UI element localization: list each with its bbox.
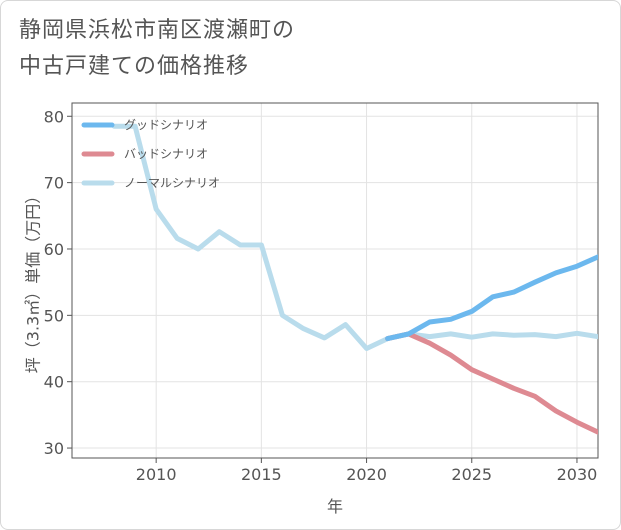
y-tick-label: 80	[44, 107, 64, 126]
legend-label: グッドシナリオ	[124, 118, 208, 132]
x-axis-label: 年	[327, 497, 343, 516]
series-line-0	[385, 254, 598, 342]
y-tick-label: 50	[44, 306, 64, 325]
y-tick-label: 40	[44, 373, 64, 392]
title-line-1: 静岡県浜松市南区渡瀬町の	[19, 18, 296, 43]
legend-label: バッドシナリオ	[124, 147, 208, 161]
page-title: 静岡県浜松市南区渡瀬町の 中古戸建ての価格推移	[19, 13, 295, 85]
x-tick-label: 2030	[557, 465, 598, 484]
series-line-2	[111, 123, 598, 351]
axis-ticks: 30 40 50 60 70 80 2010 2015 2020 2025 2030	[44, 107, 598, 484]
y-tick-label: 60	[44, 240, 64, 259]
y-tick-label: 70	[44, 174, 64, 193]
x-tick-label: 2020	[346, 465, 387, 484]
plot-frame	[71, 102, 599, 459]
y-tick-label: 30	[44, 439, 64, 458]
x-tick-label: 2010	[136, 465, 177, 484]
x-tick-label: 2015	[241, 465, 282, 484]
title-line-2: 中古戸建ての価格推移	[19, 54, 250, 79]
legend-label: ノーマルシナリオ	[124, 176, 220, 190]
y-axis-label: 坪（3.3㎡）単価（万円）	[24, 188, 43, 373]
series-lines	[111, 123, 598, 435]
grid-lines	[72, 103, 598, 458]
series-line-1	[385, 331, 598, 435]
x-tick-label: 2025	[451, 465, 492, 484]
